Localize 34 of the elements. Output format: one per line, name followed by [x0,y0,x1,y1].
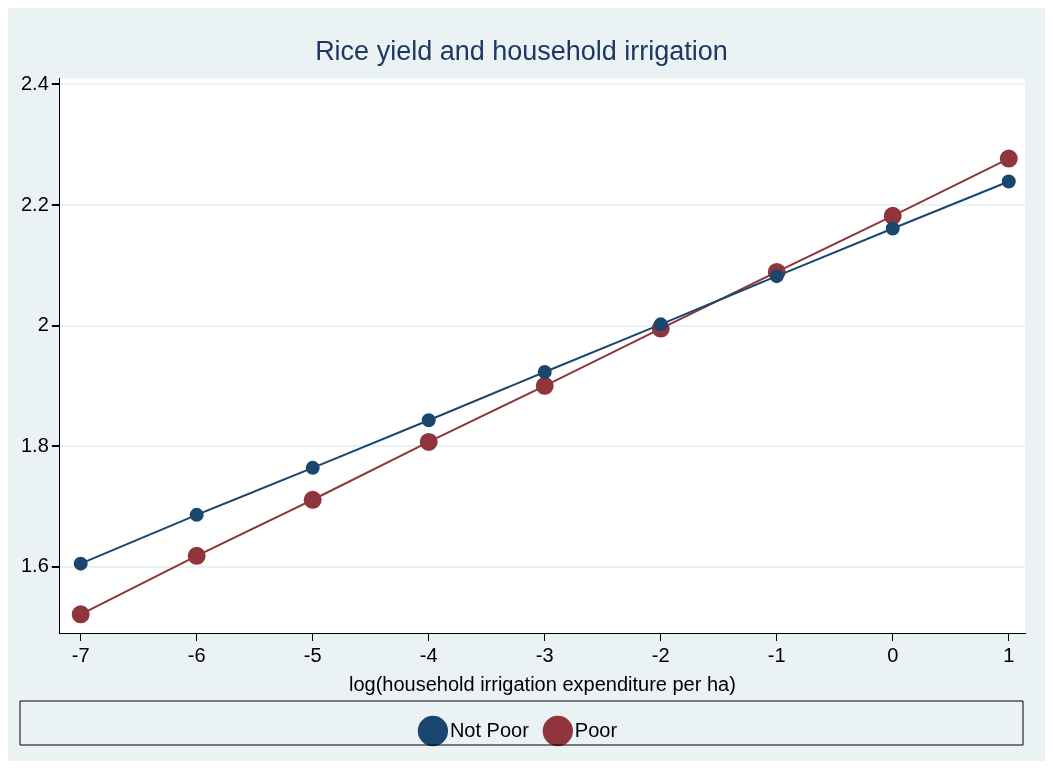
point [999,149,1018,168]
point [653,317,668,332]
x-tick-label: 0 [887,643,899,666]
y-tick-label: 2.2 [20,192,49,215]
x-tick-label: -6 [187,643,206,666]
x-axis-title: log(household irrigation expenditure per ha) [348,672,736,695]
y-tick-label: 1.6 [20,554,49,577]
point [71,605,90,624]
point [769,269,784,284]
x-tick-label: -2 [651,643,670,666]
x-tick-label: 1 [1003,643,1015,666]
point [73,556,88,571]
x-tick-label: -3 [535,643,554,666]
y-tick-label: 2 [37,313,49,336]
point [189,507,204,522]
y-tick-label: 2.4 [20,71,49,94]
point [421,413,436,428]
legend-label: Not Poor [449,718,530,741]
point [537,364,552,379]
chart-title: Rice yield and household irrigation [315,35,728,66]
x-tick-label: -5 [303,643,322,666]
point [885,221,900,236]
point [1001,174,1016,189]
point [305,460,320,475]
x-tick-label: -1 [767,643,786,666]
point [883,206,902,225]
x-tick-label: -4 [419,643,438,666]
x-tick-label: -7 [71,643,90,666]
point [535,376,554,395]
point [419,432,438,451]
point [187,546,206,565]
y-tick-label: 1.8 [20,433,49,456]
point [303,490,322,509]
legend-label: Poor [574,718,618,741]
